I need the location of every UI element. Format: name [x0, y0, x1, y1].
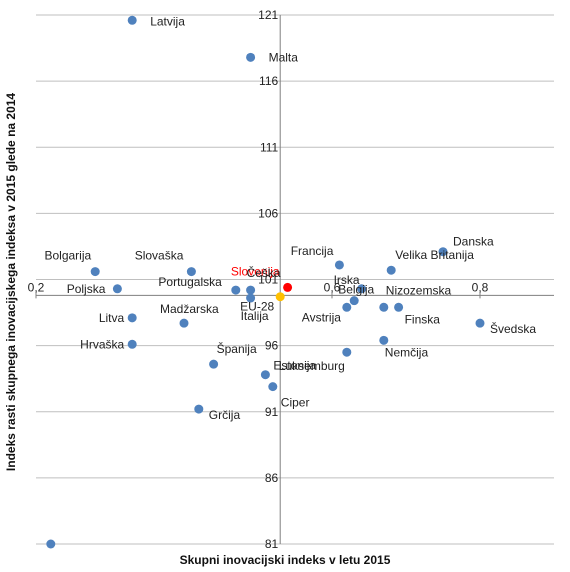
point-malta [246, 52, 256, 62]
point-belgija [349, 296, 359, 306]
x-tick-label-2: 0,8 [472, 280, 489, 294]
point-irska [357, 284, 367, 294]
label-eu-28: EU-28 [240, 300, 274, 314]
point-eu-28 [275, 292, 285, 302]
point-estonija [260, 370, 270, 380]
point-velika britanija [386, 265, 396, 275]
x-tick-label-0: 0,2 [28, 280, 45, 294]
label-nemčija: Nemčija [385, 345, 429, 359]
y-tick-label-5: 96 [265, 339, 279, 353]
point-italija [246, 293, 256, 303]
point-luksemburg [342, 347, 352, 357]
label-italija: Italija [241, 309, 269, 323]
point-madžarska [179, 318, 189, 328]
label-švedska: Švedska [490, 321, 536, 336]
label-nizozemska: Nizozemska [386, 283, 452, 297]
label-avstrija: Avstrija [302, 310, 341, 324]
point-bolgarija [90, 267, 100, 277]
x-tick-label-1: 0,6 [324, 280, 341, 294]
label-belgija: Belgija [338, 283, 374, 297]
y-tick-label-3: 106 [258, 206, 278, 220]
point-avstrija [342, 302, 352, 312]
point-grčija [194, 404, 204, 414]
point-litva [127, 313, 137, 323]
point-labels: Latvija Malta Danska Francija Velika Britani… [44, 14, 536, 422]
label-luksemburg: Luksemburg [279, 359, 345, 373]
label-madžarska: Madžarska [160, 302, 219, 316]
gridlines [36, 14, 554, 545]
x-tick-labels: 0,2 0,6 0,8 [28, 280, 489, 294]
label-litva: Litva [99, 311, 125, 325]
y-tick-label-8: 81 [265, 537, 279, 551]
y-axis-title: Indeks rasti skupnega inovacijskega inde… [4, 93, 18, 472]
point-ciper [268, 382, 278, 392]
label-danska: Danska [453, 235, 494, 249]
label-slovenija: Slovenija [231, 264, 280, 278]
label-latvija: Latvija [150, 14, 185, 28]
y-tick-label-4: 101 [258, 273, 278, 287]
point-danska [438, 247, 448, 257]
label-irska: Irska [334, 273, 360, 287]
axes [35, 15, 554, 544]
label-portugalska: Portugalska [158, 275, 222, 289]
point-hrvaška [127, 339, 137, 349]
label-grčija: Grčija [209, 408, 241, 422]
point-slovaška [186, 267, 196, 277]
label-finska: Finska [405, 312, 441, 326]
point-nizozemska [379, 302, 389, 312]
point-francija [334, 260, 344, 270]
y-tick-label-7: 86 [265, 471, 279, 485]
point-unlabeled [46, 539, 56, 549]
y-tick-labels: 121 116 111 106 101 96 91 86 81 [258, 8, 278, 551]
point-poljska [112, 284, 122, 294]
label-estonija: Estonija [273, 359, 316, 373]
label-hrvaška: Hrvaška [80, 337, 124, 351]
label-češka: Češka [247, 265, 281, 280]
label-ciper: Ciper [281, 396, 310, 410]
point-švedska [475, 318, 485, 328]
label-bolgarija: Bolgarija [44, 249, 91, 263]
label-slovaška: Slovaška [135, 249, 184, 263]
y-tick-label-0: 121 [258, 8, 278, 22]
point-nemčija [379, 335, 389, 345]
point-portugalska [231, 285, 241, 295]
label-malta: Malta [269, 50, 299, 64]
label-španija: Španija [217, 341, 257, 356]
point-španija [209, 359, 219, 369]
y-tick-label-6: 91 [265, 405, 279, 419]
point-češka [246, 285, 256, 295]
y-tick-label-1: 116 [259, 74, 278, 88]
label-francija: Francija [291, 244, 334, 258]
point-finska [394, 302, 404, 312]
y-tick-label-2: 111 [260, 140, 279, 154]
point-latvija [127, 15, 137, 25]
x-axis-title: Skupni inovacijski indeks v letu 2015 [180, 553, 391, 567]
point-slovenija [283, 282, 293, 292]
data-points [46, 15, 485, 549]
label-velika britanija: Velika Britanija [395, 248, 474, 262]
label-poljska: Poljska [67, 282, 106, 296]
